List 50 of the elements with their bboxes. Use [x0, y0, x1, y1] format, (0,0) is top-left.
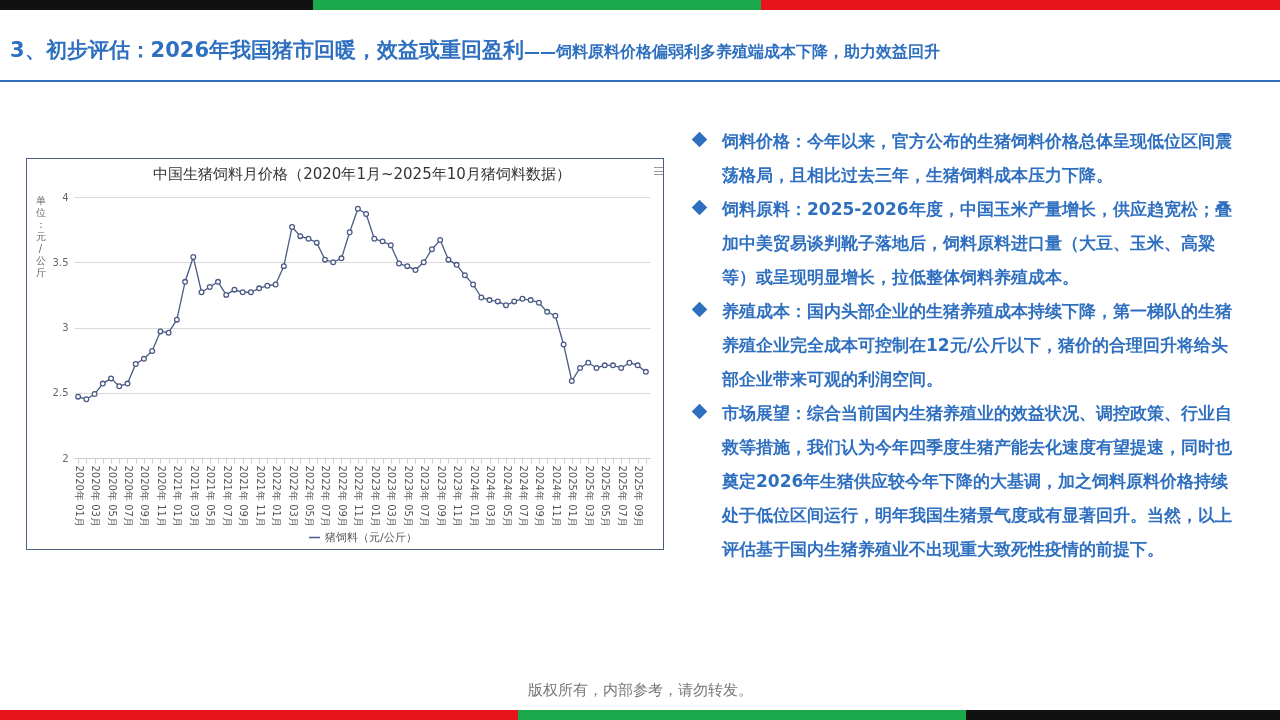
text: 版权所有，内部参考，请勿转发。 — [526, 681, 754, 700]
x-tick-label: 2022年 11月 — [353, 465, 365, 527]
x-tick-label: 2025年 03月 — [583, 465, 595, 527]
y-tick-label: 2.5 — [52, 387, 69, 399]
x-tick-label: 2021年 05月 — [205, 465, 217, 527]
y-tick-label: 4 — [62, 191, 69, 203]
x-tick-label: 2023年 11月 — [452, 465, 464, 527]
x-tick-label: 2021年 11月 — [254, 465, 266, 527]
x-tick-label: 2024年 07月 — [517, 465, 529, 527]
x-tick-label: 2025年 01月 — [567, 465, 579, 527]
x-tick-label: 2023年 05月 — [402, 465, 414, 527]
x-tick-label: 2023年 03月 — [386, 465, 398, 527]
text: 饲料原料：2025-2026年度，中国玉米产量增长，供应趋宽松；叠加中美贸易谈判靴子落地后，饲料原料进口量（大豆、玉米、高粱等）或呈现明显增长，拉低整体饲料养殖成本。 — [720, 198, 1233, 289]
x-tick-label: 2023年 07月 — [419, 465, 431, 527]
text: 市场展望：综合当前国内生猪养殖业的效益状况、调控政策、行业自救等措施，我们认为今年四季度生猪产能去化速度有望提速，同时也奠定2026年生猪供应较今年下降的大基调，加之饲料原料价格持续处于低位区间运行，明年我国生猪景气度或有显著回升。当然，以上评估基于国内生猪养殖业不出现重大致死性疫情的前提下。 — [720, 402, 1233, 561]
y-tick-label: 3 — [62, 322, 69, 333]
y-tick-label: 2 — [62, 452, 69, 464]
x-tick-label: 2022年 09月 — [336, 465, 348, 527]
x-tick-label: 2020年 03月 — [90, 465, 102, 527]
x-tick-label: 2025年 09月 — [633, 465, 645, 527]
legend-label: 猪饲料（元/公斤） — [325, 530, 417, 544]
x-tick-label: 2024年 09月 — [534, 465, 546, 527]
x-tick-label: 2020年 09月 — [139, 465, 151, 527]
x-tick-label: 2025年 05月 — [600, 465, 612, 527]
x-tick-label: 2024年 05月 — [501, 465, 513, 527]
x-tick-label: 2022年 03月 — [287, 465, 299, 527]
y-axis-title: 单位：元/公斤 — [35, 194, 46, 278]
x-tick-label: 2025年 07月 — [616, 465, 628, 527]
x-tick-label: 2024年 01月 — [468, 465, 480, 527]
x-tick-label: 2020年 07月 — [122, 465, 134, 527]
x-tick-label: 2023年 01月 — [369, 465, 381, 527]
text: 3、初步评估：2026年我国猪市回暖，效益或重回盈利 — [10, 38, 525, 62]
x-tick-label: 2023年 09月 — [435, 465, 447, 527]
x-tick-label: 2021年 01月 — [172, 465, 184, 527]
x-tick-label: 2020年 01月 — [73, 465, 85, 527]
x-tick-label: 2020年 11月 — [155, 465, 167, 527]
x-tick-label: 2022年 05月 — [304, 465, 316, 527]
x-tick-label: 2024年 03月 — [485, 465, 497, 527]
y-tick-label: 3.5 — [52, 256, 69, 268]
chart-title: 中国生猪饲料月价格（2020年1月~2025年10月猪饲料数据） — [153, 165, 571, 183]
text: ——饲料原料价格偏弱利多养殖端成本下降，助力效益回升 — [524, 42, 941, 61]
x-tick-label: 2021年 03月 — [188, 465, 200, 527]
x-tick-label: 2022年 01月 — [271, 465, 283, 527]
text: 饲料价格：今年以来，官方公布的生猪饲料价格总体呈现低位区间震荡格局，且相比过去三年，生猪饲料成本压力下降。 — [720, 130, 1233, 187]
x-tick-label: 2022年 07月 — [320, 465, 332, 527]
x-tick-label: 2020年 05月 — [106, 465, 118, 527]
text: 养殖成本：国内头部企业的生猪养殖成本持续下降，第一梯队的生猪养殖企业完全成本可控制在12元/公斤以下，猪价的合理回升将给头部企业带来可观的利润空间。 — [721, 300, 1233, 391]
x-tick-label: 2021年 07月 — [221, 465, 233, 527]
x-tick-label: 2021年 09月 — [238, 465, 250, 527]
x-tick-label: 2024年 11月 — [550, 465, 562, 527]
